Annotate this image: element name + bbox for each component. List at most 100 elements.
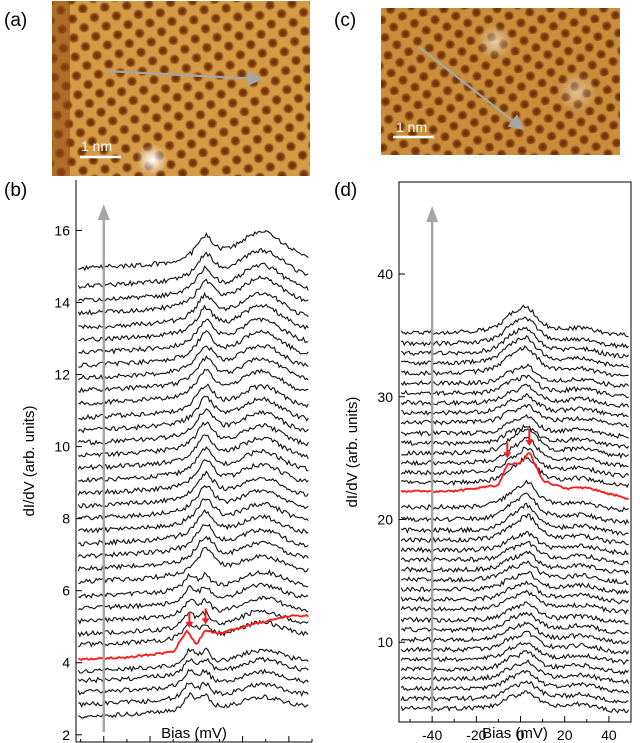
y-tick-label-d: 20 [377, 512, 393, 528]
spectrum-trace-d [400, 326, 630, 359]
y-tick-label-b: 8 [62, 511, 70, 527]
spectrum-trace-d [400, 690, 630, 714]
spectrum-trace-d [400, 413, 629, 439]
spectrum-trace-d [400, 570, 630, 595]
y-tick-label-b: 12 [54, 367, 70, 383]
spectrum-trace-d [401, 550, 630, 576]
spectrum-trace-d [400, 383, 630, 408]
y-tick-label-b: 14 [54, 294, 70, 310]
spectrum-trace-b [77, 459, 309, 496]
spectrum-trace-d [400, 492, 630, 526]
y-tick-label-b: 2 [62, 727, 70, 743]
spectrum-trace-d [400, 680, 629, 704]
spectrum-trace-b [78, 421, 309, 458]
highlighted-trace-b [78, 614, 309, 661]
y-tick-label-d: 30 [377, 389, 393, 405]
spectrum-trace-d [400, 560, 629, 586]
chart-d: -40 -20 0 20 40 10 20 30 40 Bias (mV) dI/dV (arb. … [344, 181, 632, 743]
x-tick-label-d: -40 [422, 727, 442, 743]
spectrum-trace-d [401, 316, 629, 350]
spectrum-trace-d [400, 502, 629, 537]
spectrum-trace-b [77, 582, 309, 611]
x-tick-label-d: -20 [466, 727, 486, 743]
position-arrowhead-b [97, 204, 110, 220]
spectrum-trace-b [78, 509, 309, 547]
spectrum-trace-b [77, 434, 309, 471]
spectrum-trace-d [400, 601, 629, 625]
spectrum-trace-b [78, 303, 309, 342]
spectrum-trace-b [77, 247, 309, 289]
scale-bar-label-a: 1 nm [81, 138, 112, 154]
y-axis-label-b: dI/dV (arb. units) [21, 406, 38, 517]
spectrum-trace-b [77, 275, 309, 316]
spectrum-trace-d [400, 649, 630, 676]
spectrum-trace-b [77, 608, 309, 638]
stm-image-c: 1 nm [381, 8, 620, 155]
spectrum-trace-b [77, 619, 309, 648]
panel-label-a: (a) [4, 10, 27, 31]
spectrum-trace-b [77, 355, 309, 394]
spectrum-trace-d [401, 428, 629, 460]
spectrum-trace-d [400, 446, 630, 479]
y-tick-label-b: 10 [54, 439, 70, 455]
spectrum-trace-b [77, 395, 309, 434]
spectrum-trace-d [400, 669, 630, 694]
spectrum-trace-d [400, 392, 629, 418]
spectrum-trace-d [401, 334, 630, 369]
chart-b: -40-2002040246810121416Bias (mV)dI/dV (a… [21, 180, 313, 743]
spectrum-trace-d [400, 345, 629, 378]
y-tick-label-b: 4 [62, 655, 70, 671]
spectrum-trace-d [400, 436, 629, 468]
panel-label-c: (c) [334, 10, 356, 31]
spectrum-trace-d [400, 513, 629, 546]
panel-label-b: (b) [4, 180, 27, 201]
spectrum-trace-b [77, 647, 309, 674]
spectrum-trace-d [400, 404, 629, 428]
spectrum-trace-b [77, 523, 309, 559]
y-tick-label-b: 6 [62, 583, 70, 599]
peak-arrowhead-d [525, 440, 534, 446]
spectrum-trace-b [78, 446, 309, 483]
spectrum-trace-b [78, 291, 309, 330]
y-tick-label-b: 16 [54, 222, 70, 238]
spectrum-trace-b [77, 535, 309, 572]
spectrum-trace-d [400, 611, 629, 635]
spectrum-trace-b [78, 230, 309, 272]
spectrum-trace-d [400, 304, 629, 338]
spectrum-trace-b [77, 656, 309, 684]
spectrum-trace-d [400, 630, 630, 656]
spectrum-trace-d [400, 455, 630, 489]
peak-arrowhead-b [201, 618, 210, 625]
spectrum-trace-b [78, 569, 309, 599]
spectrum-trace-b [77, 668, 309, 696]
panel-label-d: (d) [334, 180, 357, 201]
stm-image-a: 1 nm [52, 1, 310, 176]
x-tick-label-d: 20 [557, 727, 573, 743]
spectrum-trace-d [400, 658, 630, 684]
spectrum-trace-b [77, 368, 309, 406]
x-axis-label-d: Bias (mV) [482, 725, 548, 742]
spectrum-trace-d [400, 530, 629, 556]
x-tick-label-d: 0 [517, 727, 525, 743]
spectrum-trace-b [77, 595, 309, 625]
spectrum-trace-b [78, 317, 309, 355]
plot-frame-d [398, 181, 632, 723]
spectrum-trace-b [77, 344, 309, 381]
y-tick-label-d: 40 [377, 266, 393, 282]
spectrum-trace-b [78, 329, 309, 368]
peak-arrowhead-b [185, 621, 194, 628]
spectrum-trace-b [77, 407, 309, 446]
spectrum-trace-d [400, 580, 630, 605]
spectrum-trace-d [400, 589, 629, 615]
spectrum-trace-d [400, 641, 629, 666]
spectrum-trace-b [78, 383, 309, 421]
line-cut-arrow-c [418, 46, 525, 130]
spectrum-trace-b [78, 546, 309, 585]
peak-arrowhead-d [503, 452, 512, 459]
x-axis-label-b: Bias (mV) [161, 725, 227, 742]
spectrum-trace-d [400, 479, 629, 513]
y-axis-label-d: dI/dV (arb. units) [344, 397, 361, 508]
spectrum-trace-b [78, 498, 309, 534]
y-tick-label-d: 10 [377, 634, 393, 650]
